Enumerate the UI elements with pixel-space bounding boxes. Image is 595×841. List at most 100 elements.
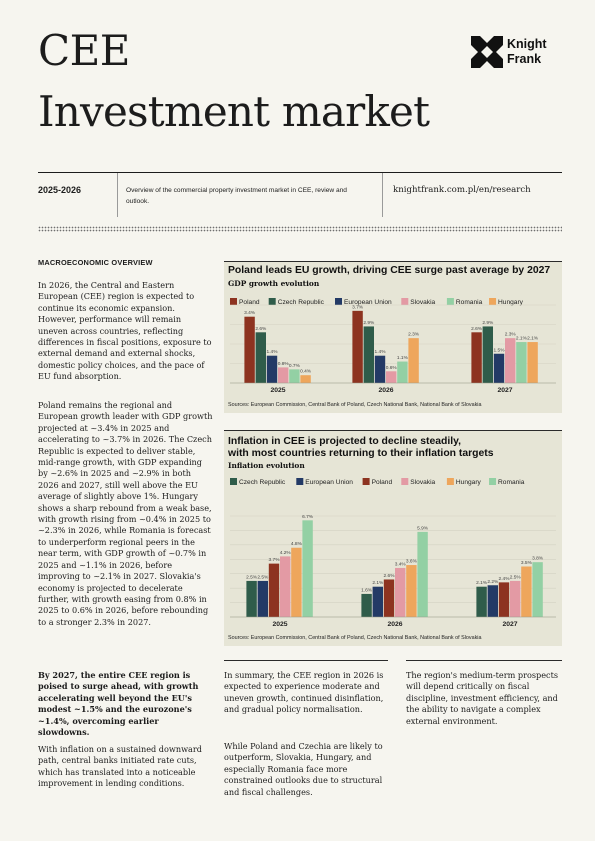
bar [291,547,302,617]
inflation-chart-source: Sources: European Commission, Central Ba… [228,635,482,641]
bar [521,566,532,617]
legend-swatch [335,298,342,305]
data-label: 2.5% [510,574,522,580]
data-label: 0.7% [289,363,301,369]
bar [268,563,280,617]
dotted-divider [38,226,562,232]
data-label: 5.9% [417,525,429,531]
data-label: 1.4% [267,349,279,355]
data-label: 2.1% [516,336,528,342]
bar [532,562,543,617]
data-label: 2.2% [487,579,499,585]
knight-frank-logo: Knight Frank [471,36,561,70]
data-label: 3.7% [269,557,281,563]
bar [505,338,516,383]
bar [471,332,482,383]
category-label: 2026 [387,621,402,628]
page-title-line1: CEE [38,26,130,75]
bar [302,520,313,617]
data-label: 2.6% [255,326,267,332]
bar [482,326,493,383]
data-label: 6.7% [302,514,314,520]
report-description: Overview of the commercial property inve… [126,187,347,205]
bar [280,556,291,617]
bar [510,580,521,617]
data-label: 0.8% [278,361,290,367]
bar [493,353,505,383]
bar [289,369,300,383]
bar [374,355,386,383]
data-label: 2.9% [363,320,375,326]
legend-swatch [230,298,237,305]
inflation-chart-title-line1: Inflation in CEE is projected to decline… [228,436,462,447]
data-label: 4.8% [291,541,303,547]
legend-label: Hungary [456,479,482,486]
data-label: 3.8% [532,556,544,562]
bar [527,342,538,383]
bar [372,586,383,617]
legend-label: European Union [305,479,353,486]
panel-top-rule [224,261,562,262]
gdp-chart-subtitle: GDP growth evolution [228,279,320,288]
bar [363,326,374,383]
data-label: 3.7% [352,304,364,310]
logo-mark-icon [471,36,503,68]
data-label: 2.1% [372,580,384,586]
legend-label: Poland [372,479,393,486]
macro-highlight-paragraph: By 2027, the entire CEE region is poised… [38,670,199,738]
logo-text: Knight Frank [507,37,547,67]
page-title-line2: Investment market [38,87,430,136]
data-label: 3.4% [395,561,407,567]
category-label: 2026 [378,387,393,394]
data-label: 3.4% [244,310,256,316]
legend-swatch [446,478,454,485]
data-label: 3.6% [406,559,418,565]
category-label: 2025 [272,621,287,628]
legend-label: Slovakia [410,479,435,486]
legend-label: Hungary [498,299,524,306]
inflation-chart-subtitle: Inflation evolution [228,461,305,470]
summary-paragraph-3: The region's medium-term prospects will … [406,670,559,726]
summary-paragraph-1: In summary, the CEE region in 2026 is ex… [224,670,384,715]
legend-swatch [401,298,409,305]
bar [246,580,257,617]
data-label: 2.3% [505,332,517,338]
legend-label: Poland [239,299,260,306]
data-label: 0.4% [300,369,312,375]
gdp-chart-panel: Poland leads EU growth, driving CEE surg… [224,261,562,413]
legend-swatch [362,478,370,485]
gdp-bar-chart: Poland Czech Republic European Union Slovak… [230,298,556,394]
data-label: 1.5% [494,347,506,353]
data-label: 2.5% [257,574,269,580]
bar [406,565,417,617]
inflation-bar-chart: Czech Republic European Union Poland Slovak… [230,478,556,628]
data-label: 2.4% [499,576,511,582]
divider [382,173,383,217]
category-label: 2025 [270,387,285,394]
bar [255,332,266,383]
bar [487,585,498,617]
bar [383,579,395,617]
data-label: 2.5% [246,574,258,580]
bar [352,310,363,383]
column-rule [224,660,388,661]
bar [516,342,527,383]
legend-label: Czech Republic [278,299,325,306]
bar [395,567,406,617]
data-label: 2.3% [408,332,420,338]
category-label: 2027 [502,621,517,628]
legend-label: Slovakia [410,299,435,306]
data-label: 2.6% [471,326,483,332]
macro-paragraph-2: Poland remains the regional and European… [38,400,213,627]
legend-label: Romania [456,299,483,306]
legend-swatch [268,298,276,305]
data-label: 2.9% [482,320,494,326]
logo-text-line2: Frank [507,52,542,66]
macro-paragraph-1: In 2026, the Central and Eastern Europea… [38,280,212,382]
bar [257,580,268,617]
bar [408,338,419,383]
gdp-chart-title: Poland leads EU growth, driving CEE surg… [228,265,551,276]
legend-swatch [489,478,497,485]
research-url-link[interactable]: knightfrank.com.pl/en/research [393,185,531,195]
bar [278,367,289,383]
